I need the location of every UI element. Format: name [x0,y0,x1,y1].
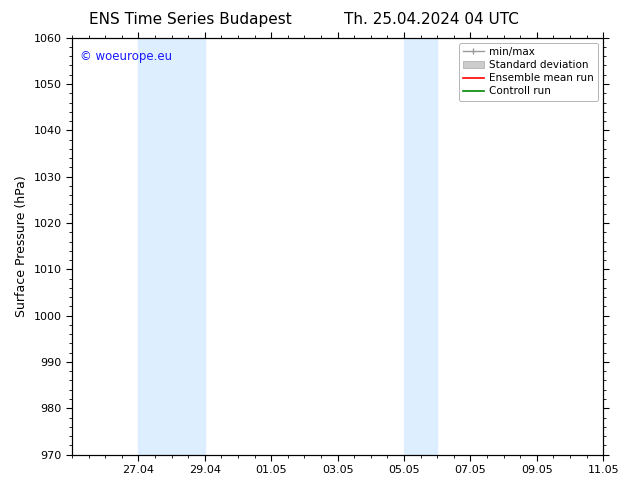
Y-axis label: Surface Pressure (hPa): Surface Pressure (hPa) [15,175,28,317]
Text: Th. 25.04.2024 04 UTC: Th. 25.04.2024 04 UTC [344,12,519,27]
Text: ENS Time Series Budapest: ENS Time Series Budapest [89,12,292,27]
Legend: min/max, Standard deviation, Ensemble mean run, Controll run: min/max, Standard deviation, Ensemble me… [459,43,598,100]
Bar [138,38,205,455]
Text: © woeurope.eu: © woeurope.eu [80,50,172,63]
Bar [404,38,437,455]
